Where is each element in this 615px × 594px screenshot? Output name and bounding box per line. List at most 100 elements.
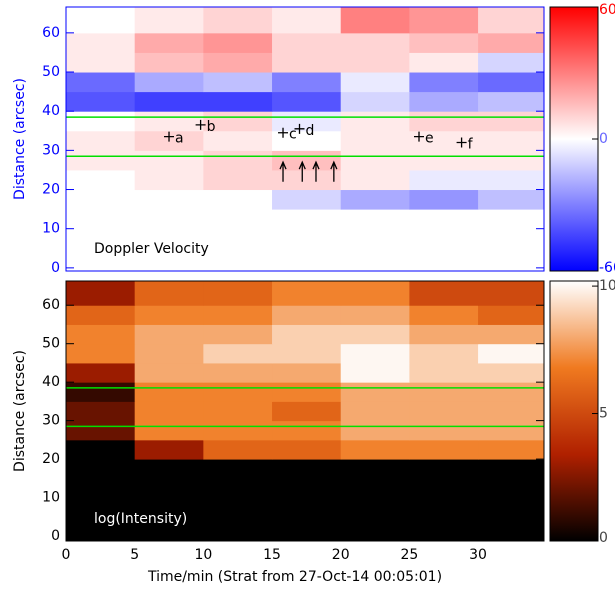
heatmap-cell (340, 248, 410, 269)
heatmap-cell (409, 420, 479, 441)
heatmap-cell (478, 362, 544, 383)
heatmap-cell (478, 169, 544, 191)
heatmap-cell (340, 228, 410, 249)
heatmap-cell (478, 439, 544, 460)
heatmap-cell (409, 343, 479, 364)
heatmap-cell (134, 281, 204, 306)
colorbar-tick-label: 10 (599, 278, 615, 294)
arrow (312, 160, 320, 182)
heatmap-cell (340, 305, 410, 325)
point-label: d (306, 123, 315, 139)
heatmap-cell (203, 305, 273, 325)
heatmap-cell (340, 32, 410, 53)
heatmap-cell (340, 420, 410, 441)
y-tick-label: 60 (42, 25, 60, 41)
heatmap-cell (134, 382, 204, 402)
heatmap-cell (409, 189, 479, 210)
heatmap-cell (340, 189, 410, 210)
heatmap-cell (272, 439, 342, 460)
heatmap: a b c d e f (66, 7, 544, 271)
point-label: b (207, 119, 216, 135)
x-tick-label: 0 (62, 547, 71, 563)
y-tick-label: 50 (42, 336, 60, 352)
heatmap-cell (203, 382, 273, 402)
heatmap-cell (409, 362, 479, 383)
heatmap-cell (134, 343, 204, 364)
heatmap-cell (272, 52, 342, 73)
heatmap-cell (478, 459, 544, 479)
heatmap-cell (272, 324, 342, 345)
heatmap-cell (66, 52, 136, 73)
heatmap-cell (203, 52, 273, 73)
heatmap-cell (409, 401, 479, 422)
heatmap-cell (134, 228, 204, 249)
heatmap-cell (272, 248, 342, 269)
y-tick-label: 0 (51, 260, 60, 276)
heatmap-cell (203, 281, 273, 306)
heatmap-cell (134, 401, 204, 422)
heatmap-cell (66, 439, 136, 460)
heatmap-cell (478, 382, 544, 402)
heatmap-cell (478, 343, 544, 364)
heatmap-cell (409, 382, 479, 402)
heatmap-cell (478, 189, 544, 210)
heatmap-cell (272, 91, 342, 112)
heatmap-cell (409, 209, 479, 230)
point-marker (414, 131, 425, 142)
heatmap-cell (66, 324, 136, 345)
y-axis-label: Distance (arcsec) (12, 350, 28, 472)
heatmap-cell (134, 420, 204, 441)
heatmap-cell (203, 343, 273, 364)
heatmap-cell (340, 324, 410, 345)
heatmap-cell (66, 91, 136, 112)
heatmap-cell (66, 305, 136, 325)
heatmap-cell (66, 169, 136, 191)
heatmap-cell (340, 516, 410, 537)
heatmap-cell (66, 189, 136, 210)
heatmap-cell (409, 516, 479, 537)
heatmap-cell (409, 248, 479, 269)
heatmap-cell (203, 72, 273, 93)
heatmap-cell (203, 209, 273, 230)
heatmap-cell (203, 401, 273, 422)
heatmap-cell (66, 497, 136, 518)
x-tick-label: 15 (263, 547, 281, 563)
heatmap-cell (272, 305, 342, 325)
heatmap-cell (409, 32, 479, 53)
heatmap-cell (478, 52, 544, 73)
heatmap-cell (203, 439, 273, 460)
heatmap-cell (272, 169, 342, 191)
heatmap-cell (272, 7, 342, 34)
heatmap-cell (340, 130, 410, 151)
heatmap-cell (409, 150, 479, 171)
point-marker (195, 119, 206, 130)
point-label: f (468, 137, 474, 153)
heatmap-cell (340, 52, 410, 73)
heatmap-cell (134, 189, 204, 210)
heatmap-cell (66, 362, 136, 383)
heatmap-cell (134, 209, 204, 230)
heatmap-cell (478, 420, 544, 441)
heatmap-cell (134, 150, 204, 171)
heatmap-cell (66, 7, 136, 34)
heatmap-cell (66, 382, 136, 402)
heatmap-cell (66, 150, 136, 171)
heatmap-cell (203, 478, 273, 499)
heatmap-cell (409, 72, 479, 93)
point-marker (294, 123, 305, 134)
heatmap-cell (272, 72, 342, 93)
heatmap-cell (478, 516, 544, 537)
heatmap-cell (134, 111, 204, 132)
heatmap-cell (134, 32, 204, 53)
heatmap-cell (203, 130, 273, 151)
heatmap-cell (203, 420, 273, 441)
heatmap-cell (272, 478, 342, 499)
heatmap-cell (409, 324, 479, 345)
heatmap-cell (340, 209, 410, 230)
heatmap-cell (203, 248, 273, 269)
heatmap-cell (203, 497, 273, 518)
heatmap-cell (203, 111, 273, 132)
colorbar-tick-label: -60 (599, 260, 615, 276)
heatmap-cell (134, 439, 204, 460)
heatmap-cell (478, 91, 544, 112)
